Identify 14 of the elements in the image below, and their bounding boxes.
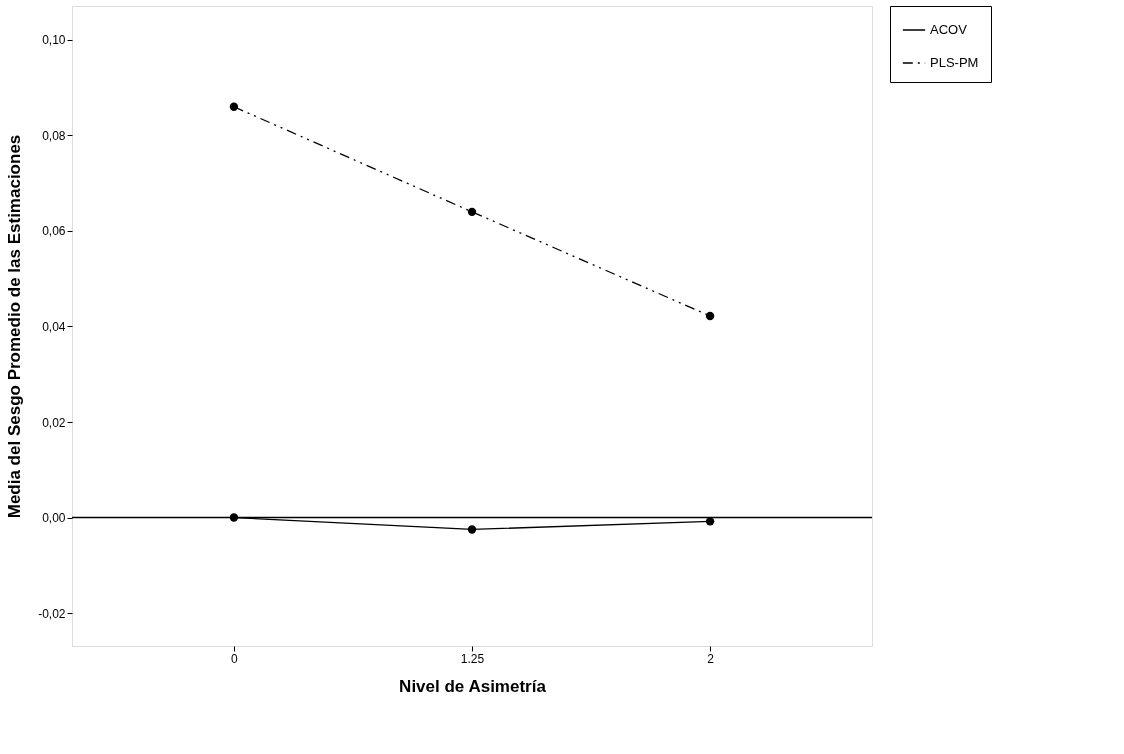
legend-label: PLS-PM xyxy=(930,55,979,70)
x-tick-label: 2 xyxy=(707,651,715,666)
legend-label: ACOV xyxy=(930,22,968,37)
y-axis-title: Media del Sesgo Promedio de las Estimaciones xyxy=(5,134,25,519)
y-tick-label: 0,08 xyxy=(42,128,66,143)
x-tick-label: 1.25 xyxy=(460,651,485,666)
y-tick-label: -0,02 xyxy=(38,606,66,621)
y-tick-label: 0,00 xyxy=(42,511,66,526)
y-tick-label: 0,10 xyxy=(42,33,66,48)
y-tick-label: 0,02 xyxy=(42,415,66,430)
x-tick-label: 0 xyxy=(231,651,239,666)
y-tick-label: 0,04 xyxy=(42,319,66,334)
x-axis-title: Nivel de Asimetría xyxy=(399,676,547,696)
y-tick-label: 0,06 xyxy=(42,224,66,239)
